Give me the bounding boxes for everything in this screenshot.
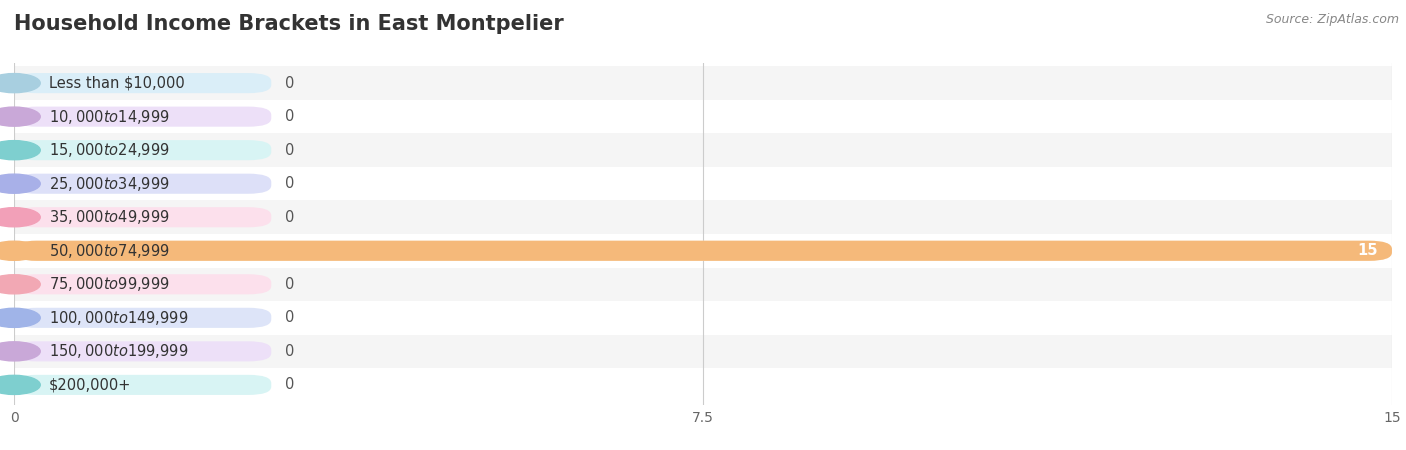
Text: $75,000 to $99,999: $75,000 to $99,999 bbox=[49, 275, 170, 293]
Bar bbox=[14, 301, 1392, 335]
FancyBboxPatch shape bbox=[14, 308, 271, 328]
Text: 0: 0 bbox=[285, 210, 294, 225]
Circle shape bbox=[0, 208, 41, 227]
Text: 0: 0 bbox=[285, 310, 294, 325]
Bar bbox=[14, 133, 1392, 167]
Circle shape bbox=[0, 107, 41, 126]
Circle shape bbox=[0, 241, 41, 260]
Bar bbox=[14, 268, 1392, 301]
Bar bbox=[14, 200, 1392, 234]
Text: 0: 0 bbox=[285, 76, 294, 90]
Bar bbox=[14, 66, 1392, 100]
Bar bbox=[14, 368, 1392, 402]
Text: $150,000 to $199,999: $150,000 to $199,999 bbox=[49, 342, 188, 360]
Text: 15: 15 bbox=[1358, 243, 1378, 258]
Text: 0: 0 bbox=[285, 143, 294, 158]
FancyBboxPatch shape bbox=[14, 207, 271, 227]
FancyBboxPatch shape bbox=[14, 274, 271, 294]
FancyBboxPatch shape bbox=[14, 140, 271, 160]
Text: $25,000 to $34,999: $25,000 to $34,999 bbox=[49, 175, 170, 193]
Bar bbox=[14, 167, 1392, 200]
Text: $10,000 to $14,999: $10,000 to $14,999 bbox=[49, 108, 170, 126]
FancyBboxPatch shape bbox=[14, 241, 1392, 261]
Text: 0: 0 bbox=[285, 277, 294, 292]
Circle shape bbox=[0, 275, 41, 294]
FancyBboxPatch shape bbox=[14, 241, 1392, 261]
Text: $200,000+: $200,000+ bbox=[49, 378, 131, 392]
Text: Source: ZipAtlas.com: Source: ZipAtlas.com bbox=[1265, 14, 1399, 27]
Text: Household Income Brackets in East Montpelier: Household Income Brackets in East Montpe… bbox=[14, 14, 564, 33]
FancyBboxPatch shape bbox=[14, 341, 271, 361]
Bar bbox=[14, 234, 1392, 268]
Circle shape bbox=[0, 174, 41, 193]
FancyBboxPatch shape bbox=[14, 107, 271, 127]
Circle shape bbox=[0, 375, 41, 395]
FancyBboxPatch shape bbox=[14, 73, 271, 93]
Bar bbox=[14, 335, 1392, 368]
Text: 0: 0 bbox=[285, 378, 294, 392]
Circle shape bbox=[0, 140, 41, 160]
Text: $15,000 to $24,999: $15,000 to $24,999 bbox=[49, 141, 170, 159]
Circle shape bbox=[0, 73, 41, 93]
Text: $100,000 to $149,999: $100,000 to $149,999 bbox=[49, 309, 188, 327]
Text: $50,000 to $74,999: $50,000 to $74,999 bbox=[49, 242, 170, 260]
Text: $35,000 to $49,999: $35,000 to $49,999 bbox=[49, 208, 170, 226]
Text: 0: 0 bbox=[285, 344, 294, 359]
Text: Less than $10,000: Less than $10,000 bbox=[49, 76, 184, 90]
Text: 0: 0 bbox=[285, 176, 294, 191]
FancyBboxPatch shape bbox=[14, 375, 271, 395]
Circle shape bbox=[0, 342, 41, 361]
Text: 0: 0 bbox=[285, 109, 294, 124]
Bar bbox=[14, 100, 1392, 133]
Circle shape bbox=[0, 308, 41, 328]
FancyBboxPatch shape bbox=[14, 174, 271, 194]
